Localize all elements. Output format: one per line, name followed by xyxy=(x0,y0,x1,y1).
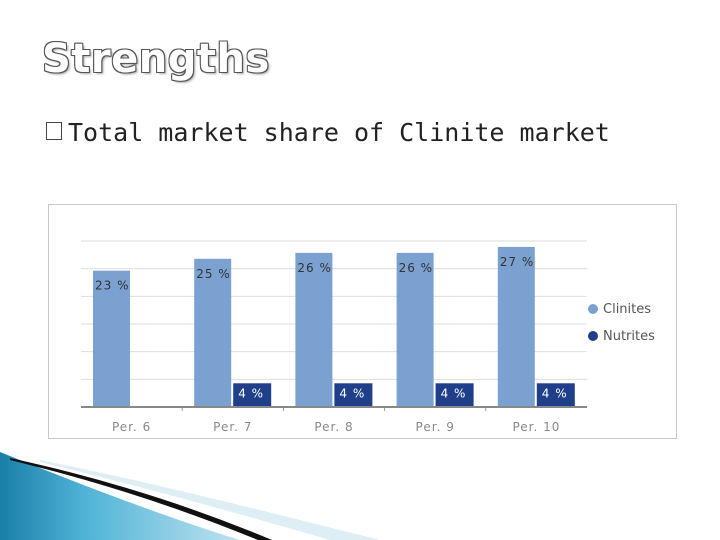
bar-chart: 23 % Per. 6 25 % 4 % Per. 7 26 % 4 % Per. 8 26 %… xyxy=(81,240,655,434)
swoosh-blue xyxy=(0,452,240,540)
decorative-swoosh xyxy=(0,452,380,540)
x-tick-label: Per. 9 xyxy=(416,420,455,434)
data-label-clinites: 26 % xyxy=(297,261,332,275)
data-label-nutrites: 4 % xyxy=(238,386,264,400)
x-tick-label: Per. 6 xyxy=(112,420,151,434)
bar-nutrites xyxy=(334,383,373,407)
bar-nutrites xyxy=(536,383,575,407)
swoosh-light xyxy=(40,460,380,540)
data-label-clinites: 26 % xyxy=(399,261,434,275)
legend-marker-clinites xyxy=(588,304,598,314)
chart-frame: 23 % Per. 6 25 % 4 % Per. 7 26 % 4 % Per. 8 26 %… xyxy=(48,204,677,439)
bar-clinites xyxy=(295,252,333,407)
bar-clinites xyxy=(194,258,232,407)
bullet-text: Total market share of Clinite market xyxy=(68,118,610,147)
legend-label-nutrites: Nutrites xyxy=(603,329,655,344)
bar-clinites xyxy=(396,252,434,407)
data-label-clinites: 23 % xyxy=(95,279,130,293)
data-label-clinites: 25 % xyxy=(196,267,231,281)
data-label-clinites: 27 % xyxy=(500,255,535,269)
data-label-nutrites: 4 % xyxy=(339,386,365,400)
x-tick-label: Per. 7 xyxy=(213,420,252,434)
bar-clinites xyxy=(93,270,130,407)
legend-marker-nutrites xyxy=(588,331,598,341)
bar-clinites xyxy=(497,246,535,407)
bar-nutrites xyxy=(435,383,474,407)
x-tick-label: Per. 8 xyxy=(314,420,353,434)
slide-title: Strengths xyxy=(42,36,270,82)
data-label-nutrites: 4 % xyxy=(542,386,568,400)
bullet-box-icon xyxy=(46,122,62,140)
bullet-item: Total market share of Clinite market xyxy=(46,118,610,147)
swoosh-black xyxy=(10,458,272,540)
legend-label-clinites: Clinites xyxy=(603,302,651,317)
x-tick-label: Per. 10 xyxy=(512,420,560,434)
bar-nutrites xyxy=(233,383,272,407)
data-label-nutrites: 4 % xyxy=(441,386,467,400)
